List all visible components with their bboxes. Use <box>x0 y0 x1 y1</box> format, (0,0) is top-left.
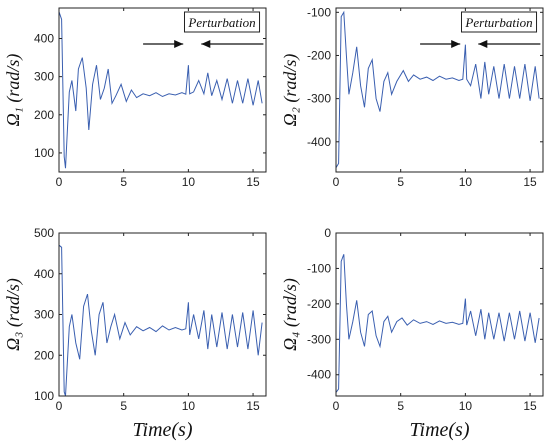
plot-frame <box>335 232 544 397</box>
x-axis-label: Time(s) <box>133 419 193 441</box>
panel-1: 0 5 10 15 100 200 300 400 Ω₁ (rad/s) Perturbation <box>3 7 267 189</box>
panel-2: 0 5 10 15 -100 -200 -300 -400 Ω₂ (rad/s) Perturba… <box>280 5 544 189</box>
y-tick-label: 500 <box>34 226 54 240</box>
y-axis-label: Ω₃ (rad/s) <box>3 278 24 351</box>
annotation-box <box>460 11 538 33</box>
y-tick-label: -400 <box>307 368 331 382</box>
y-tick-label: -400 <box>307 135 331 149</box>
arrow-left-head <box>451 40 461 48</box>
y-tick-label: -300 <box>307 92 331 106</box>
panel-3: 0 5 10 15 100 200 300 400 500 Ω₃ (rad/s) Time(s) <box>3 226 267 441</box>
y-tick-label: 0 <box>324 226 331 240</box>
y-tick-label: 200 <box>34 108 54 122</box>
x-axis-label: Time(s) <box>410 419 470 441</box>
x-tick-label: 5 <box>397 399 404 413</box>
x-tick-label: 5 <box>397 175 404 189</box>
y-tick-label: -100 <box>307 5 331 19</box>
y-tick-label: -200 <box>307 48 331 62</box>
y-tick-label: 300 <box>34 308 54 322</box>
x-tick-label: 10 <box>459 175 473 189</box>
x-tick-label: 15 <box>523 399 537 413</box>
plot-frame <box>335 7 544 173</box>
annotation-text: Perturbation <box>464 15 532 30</box>
y-tick-label: 200 <box>34 348 54 362</box>
series-line-2 <box>335 10 540 168</box>
x-tick-label: 5 <box>120 399 127 413</box>
plot-frame <box>58 7 267 173</box>
y-tick-label: -100 <box>307 261 331 275</box>
series-line-1 <box>58 11 263 169</box>
y-tick-label: 100 <box>34 389 54 403</box>
y-tick-label: 100 <box>34 146 54 160</box>
x-tick-label: 0 <box>56 399 63 413</box>
y-tick-label: -200 <box>307 297 331 311</box>
annotation-box <box>183 11 261 33</box>
annotation-text: Perturbation <box>187 15 255 30</box>
series-line-3 <box>58 244 263 397</box>
y-tick-label: 300 <box>34 70 54 84</box>
x-tick-label: 0 <box>333 399 340 413</box>
arrow-right-head <box>201 40 211 48</box>
x-tick-label: 5 <box>120 175 127 189</box>
y-tick-label: 400 <box>34 32 54 46</box>
x-tick-label: 15 <box>246 399 260 413</box>
arrow-right-head <box>478 40 488 48</box>
y-axis-label: Ω₄ (rad/s) <box>280 278 301 351</box>
y-tick-label: 400 <box>34 267 54 281</box>
arrow-left-head <box>174 40 184 48</box>
x-tick-label: 10 <box>182 399 196 413</box>
x-tick-label: 10 <box>182 175 196 189</box>
y-axis-label: Ω₁ (rad/s) <box>3 54 24 127</box>
x-tick-label: 10 <box>459 399 473 413</box>
x-tick-label: 0 <box>333 175 340 189</box>
series-line-4 <box>335 254 540 393</box>
y-axis-label: Ω₂ (rad/s) <box>280 54 301 127</box>
x-tick-label: 0 <box>56 175 63 189</box>
x-tick-label: 15 <box>246 175 260 189</box>
panel-4: 0 5 10 15 0 -100 -200 -300 -400 Ω₄ (rad/s) Time(s) <box>280 226 544 441</box>
x-tick-label: 15 <box>523 175 537 189</box>
y-tick-label: -300 <box>307 332 331 346</box>
